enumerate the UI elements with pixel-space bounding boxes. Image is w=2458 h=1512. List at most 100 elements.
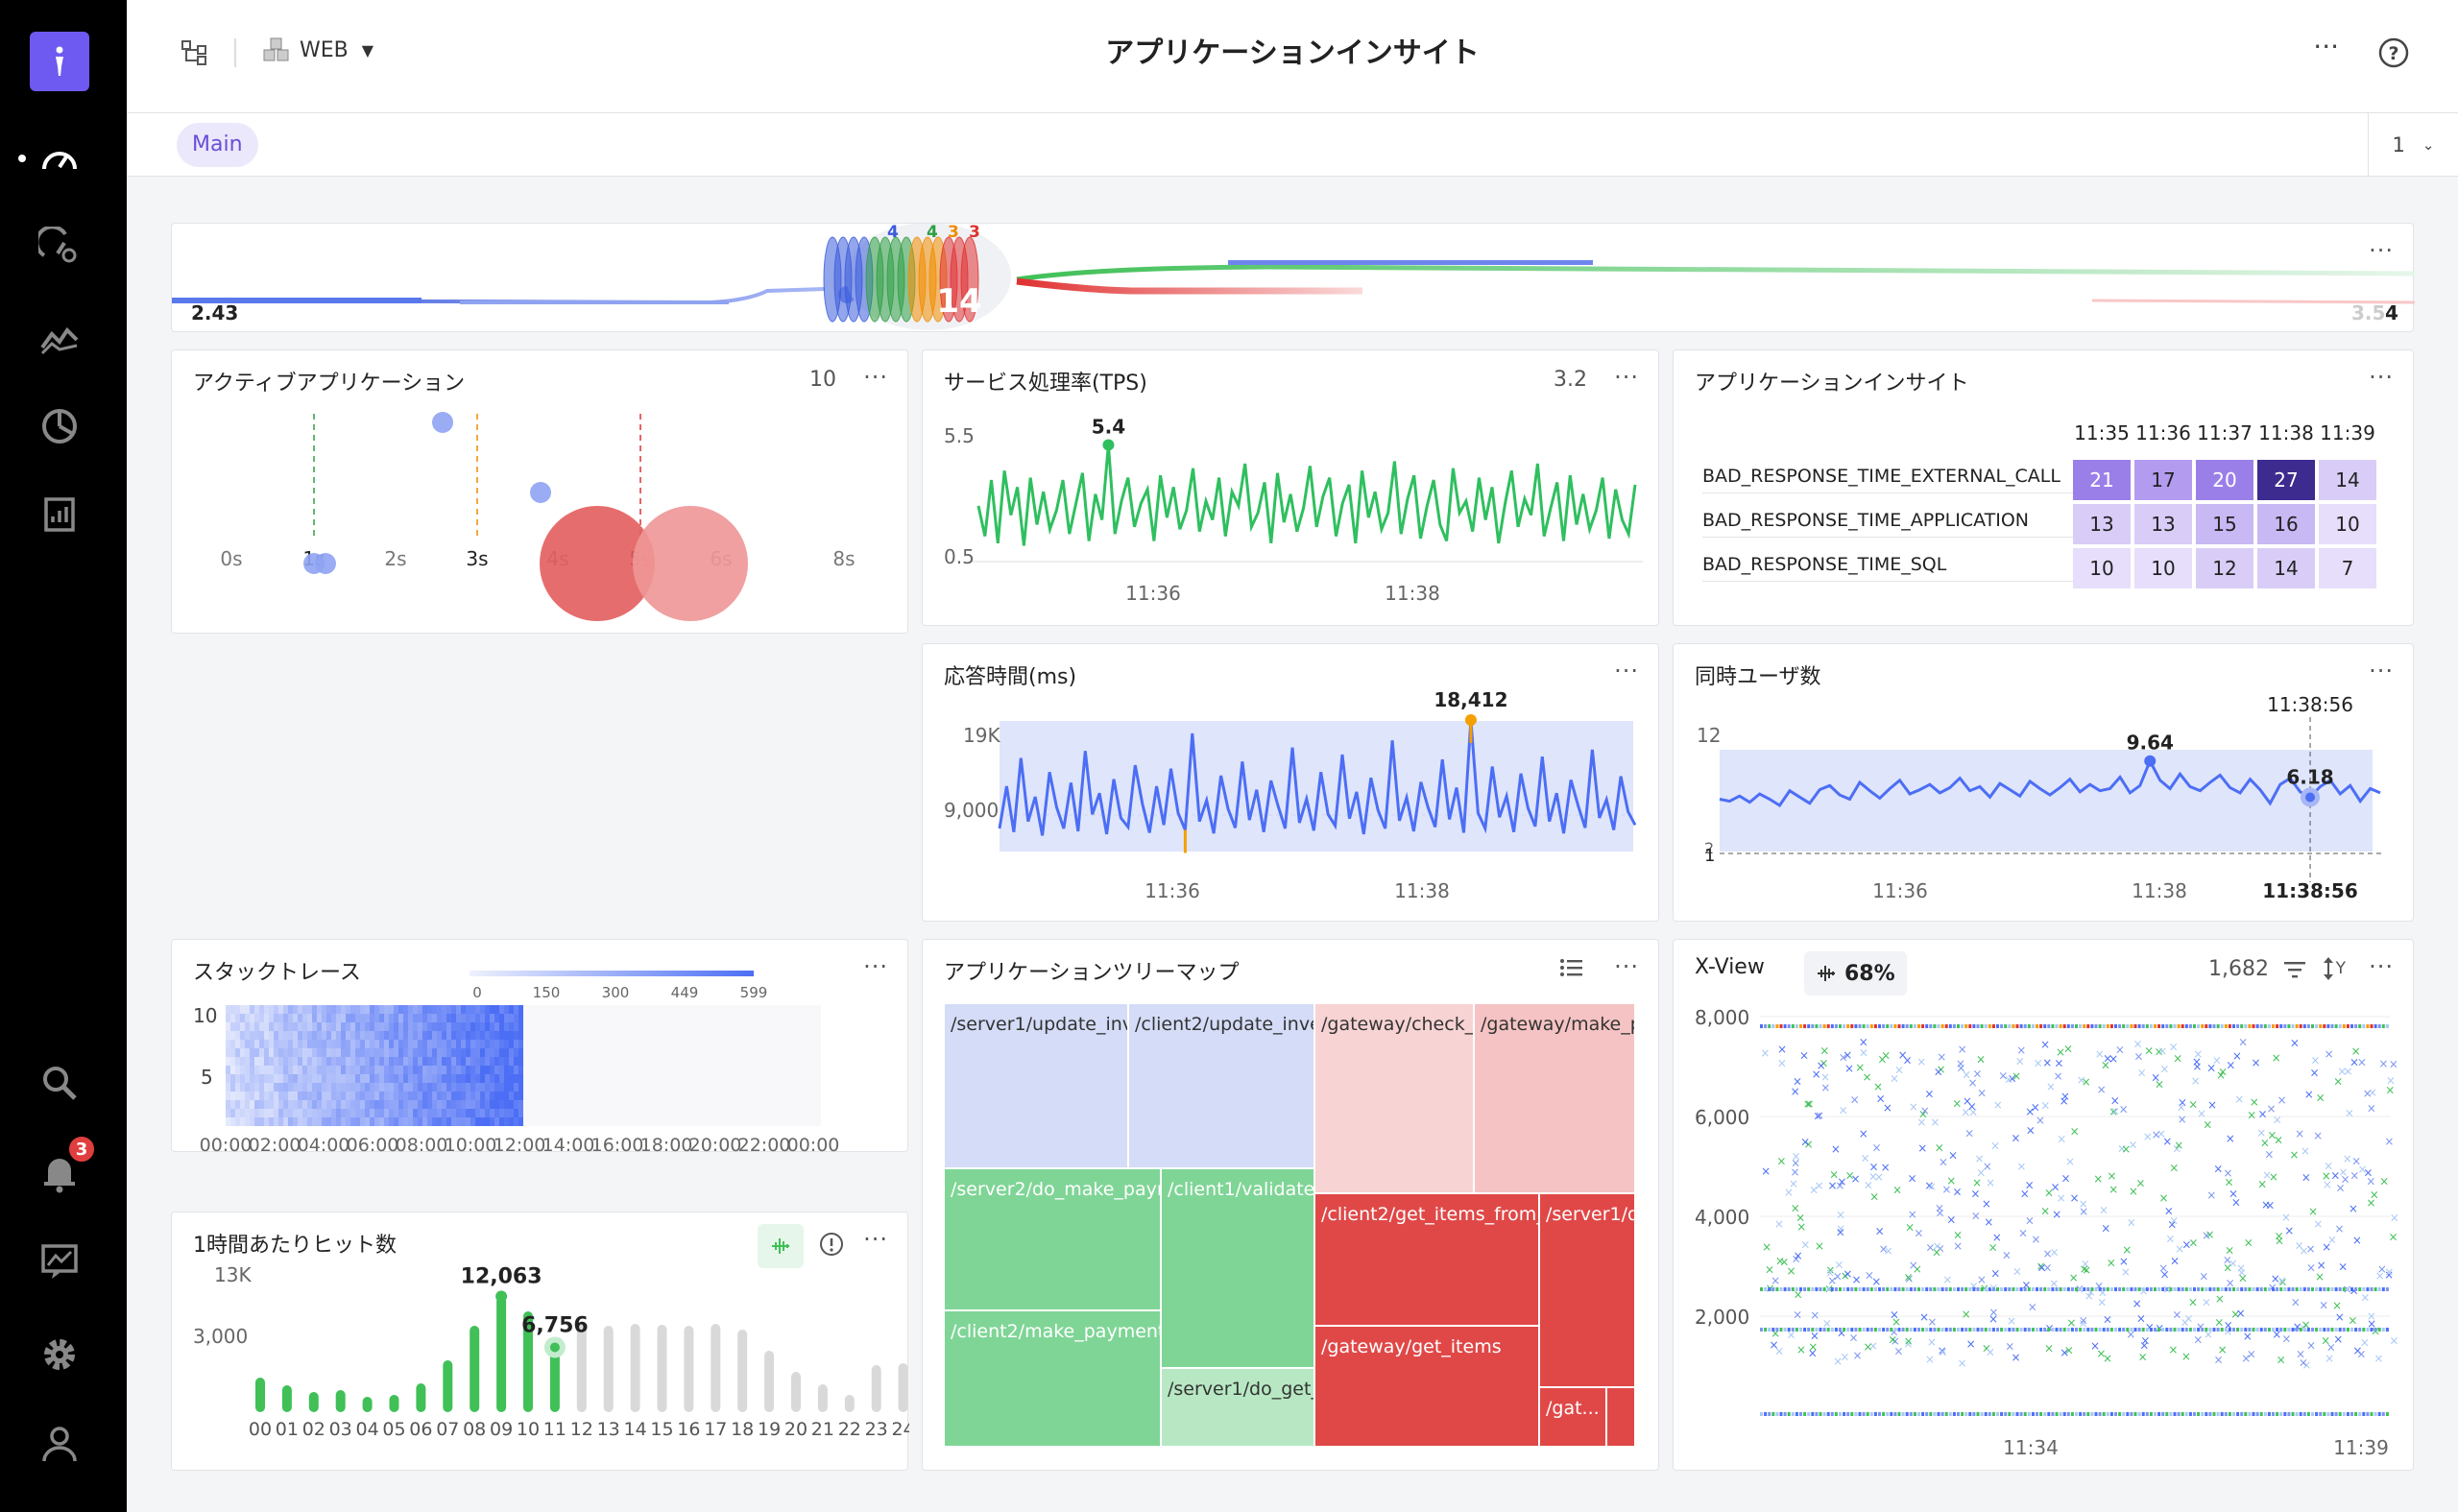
dashboard-gauge-icon[interactable] xyxy=(35,134,84,184)
xview-band-point xyxy=(1764,1287,1768,1291)
insight-cell[interactable]: 13 xyxy=(2073,504,2131,544)
xview-band-point xyxy=(1760,1024,1763,1028)
xview-point: × xyxy=(2232,1049,2242,1063)
treemap-cell[interactable]: /client2/make_payment_to_remote xyxy=(944,1310,1161,1447)
treemap-cell[interactable]: /gat... xyxy=(1539,1387,1606,1447)
tab-main[interactable]: Main xyxy=(177,123,258,167)
user-icon[interactable] xyxy=(35,1419,84,1469)
treemap-cell[interactable]: /client2/update_inventory xyxy=(1128,1003,1314,1168)
insight-more-icon[interactable]: ··· xyxy=(2369,364,2394,391)
trend-chart-icon[interactable] xyxy=(35,313,84,363)
hits-more-icon[interactable]: ··· xyxy=(863,1226,888,1253)
insight-cell[interactable]: 12 xyxy=(2196,548,2253,588)
xview-point: × xyxy=(1913,1262,1922,1276)
search-icon[interactable] xyxy=(35,1058,84,1108)
insight-cell[interactable]: 16 xyxy=(2257,504,2315,544)
axis-tick-label: 0.5 xyxy=(944,545,975,568)
list-view-icon[interactable] xyxy=(1558,955,1585,984)
response-more-icon[interactable]: ··· xyxy=(1614,658,1639,684)
users-more-icon[interactable]: ··· xyxy=(2369,658,2394,684)
treemap-cell[interactable]: /gateway/make_payment xyxy=(1474,1003,1635,1193)
xview-band-point xyxy=(2118,1287,2122,1291)
hits-bar-previous xyxy=(844,1395,855,1412)
treemap-cell[interactable]: /server1/update_inventory xyxy=(944,1003,1128,1168)
treemap-cell[interactable]: /gateway/get_items xyxy=(1314,1326,1539,1447)
insight-cell[interactable]: 20 xyxy=(2196,460,2253,500)
xview-band-point xyxy=(2122,1024,2126,1028)
filter-icon[interactable] xyxy=(2282,957,2307,986)
treemap-cell-small[interactable] xyxy=(1606,1387,1635,1447)
gauge-settings-icon[interactable] xyxy=(35,223,84,273)
treemap-cell[interactable]: /client2/get_items_from_server xyxy=(1314,1193,1539,1326)
xview-band-point xyxy=(2236,1328,2240,1332)
heatmap-cell xyxy=(413,1109,418,1117)
more-options-icon[interactable]: ··· xyxy=(2313,31,2339,62)
info-circle-icon[interactable] xyxy=(817,1230,846,1262)
treemap-more-icon[interactable]: ··· xyxy=(1614,953,1639,980)
insight-cell[interactable]: 14 xyxy=(2319,460,2376,500)
xview-band-point xyxy=(2244,1287,2248,1291)
heatmap-cell xyxy=(317,1083,322,1092)
heatmap-cell xyxy=(398,1066,403,1074)
xview-band-point xyxy=(2012,1024,2015,1028)
treemap-cell[interactable]: /server1/do_get_items xyxy=(1539,1193,1635,1387)
insight-cell[interactable]: 13 xyxy=(2134,504,2192,544)
insight-cell[interactable]: 21 xyxy=(2073,460,2131,500)
treemap-cell[interactable]: /client1/validate xyxy=(1161,1168,1314,1368)
heatmap-cell xyxy=(278,1040,283,1048)
insight-cell[interactable]: 10 xyxy=(2134,548,2192,588)
heatmap-cell xyxy=(298,1031,302,1040)
report-icon[interactable] xyxy=(35,490,84,540)
xview-point: × xyxy=(1962,1308,1971,1321)
flow-more-icon[interactable]: ··· xyxy=(2369,237,2394,264)
project-selector[interactable]: WEB ▼ xyxy=(261,36,374,63)
heatmap-cell xyxy=(499,1117,504,1126)
xview-point: × xyxy=(2349,1202,2358,1215)
hits-waveform-toggle[interactable] xyxy=(758,1224,804,1268)
active-apps-more-icon[interactable]: ··· xyxy=(863,364,888,391)
gear-icon[interactable] xyxy=(35,1330,84,1380)
xview-point: × xyxy=(1968,1105,1978,1118)
y-axis-sort-button[interactable]: Y xyxy=(2321,955,2346,982)
insight-cell[interactable]: 17 xyxy=(2134,460,2192,500)
insight-cell[interactable]: 10 xyxy=(2319,504,2376,544)
app-logo[interactable] xyxy=(30,32,89,91)
heatmap-cell xyxy=(432,1040,437,1048)
bell-icon[interactable] xyxy=(35,1147,84,1197)
xview-point: × xyxy=(1822,1317,1832,1331)
heatmap-cell xyxy=(490,1083,494,1092)
help-icon[interactable]: ? xyxy=(2377,36,2410,73)
heatmap-cell xyxy=(331,1092,336,1100)
insight-cell[interactable]: 27 xyxy=(2257,460,2315,500)
insight-cell[interactable]: 7 xyxy=(2319,548,2376,588)
xview-more-icon[interactable]: ··· xyxy=(2369,953,2394,980)
xview-band-point xyxy=(2086,1024,2090,1028)
pie-chart-icon[interactable] xyxy=(35,401,84,451)
insight-cell[interactable]: 10 xyxy=(2073,548,2131,588)
xview-point: × xyxy=(2046,1080,2056,1093)
xview-percent-button[interactable]: 68% xyxy=(1804,951,1907,996)
treemap-cell[interactable]: /gateway/check_card xyxy=(1314,1003,1474,1193)
insight-cell[interactable]: 14 xyxy=(2257,548,2315,588)
xview-point: × xyxy=(1936,1241,1945,1255)
xview-point: × xyxy=(1812,1068,1821,1081)
treemap-cell[interactable]: /server1/do_get_items xyxy=(1161,1368,1314,1447)
xview-point: × xyxy=(2226,1276,2235,1289)
tps-more-icon[interactable]: ··· xyxy=(1614,364,1639,391)
xview-point: × xyxy=(2215,1292,2225,1306)
heatmap-cell xyxy=(336,1117,341,1126)
heatmap-cell xyxy=(269,1074,274,1083)
heatmap-cell xyxy=(293,1005,298,1014)
heatmap-cell xyxy=(446,1005,451,1014)
monitor-chart-icon[interactable] xyxy=(35,1236,84,1286)
xview-point: × xyxy=(2137,1066,2147,1079)
page-selector[interactable]: 1 ⌄ xyxy=(2368,113,2458,177)
insight-cell[interactable]: 15 xyxy=(2196,504,2253,544)
xview-band-point xyxy=(2248,1287,2252,1291)
stack-more-icon[interactable]: ··· xyxy=(863,953,888,980)
xview-band-point xyxy=(1846,1287,1850,1291)
topology-icon[interactable] xyxy=(181,38,209,71)
heatmap-cell xyxy=(283,1014,288,1022)
xview-point: × xyxy=(1917,1141,1927,1155)
treemap-cell[interactable]: /server2/do_make_payment xyxy=(944,1168,1161,1310)
